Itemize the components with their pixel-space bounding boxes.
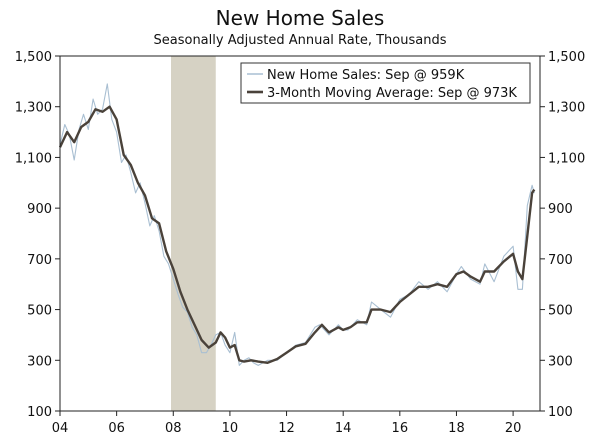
x-tick-label: 16: [392, 421, 409, 436]
y-tick-label-right: 100: [548, 405, 573, 420]
y-tick-label-left: 100: [27, 405, 52, 420]
x-tick-label: 18: [448, 421, 465, 436]
y-tick-label-right: 900: [548, 202, 573, 217]
x-tick-label: 06: [108, 421, 125, 436]
y-tick-label-right: 500: [548, 304, 573, 319]
y-tick-label-left: 1,100: [15, 151, 52, 166]
y-tick-label-left: 1,500: [15, 50, 52, 65]
x-tick-label: 08: [165, 421, 182, 436]
y-axis-left: 100 300 500 700 900 1,100 1,300 1,500: [15, 50, 60, 420]
legend-label-average: 3-Month Moving Average: Sep @ 973K: [267, 86, 517, 101]
chart-title: New Home Sales: [215, 6, 385, 30]
x-tick-label: 04: [52, 421, 69, 436]
y-tick-label-right: 300: [548, 354, 573, 369]
series-line-average: [58, 105, 536, 364]
y-axis-right: 100 300 500 700 900 1,100 1,300 1,500: [540, 50, 585, 420]
y-tick-label-right: 1,100: [548, 151, 585, 166]
y-tick-label-right: 1,300: [548, 101, 585, 116]
legend: New Home Sales: Sep @ 959K 3-Month Movin…: [240, 62, 531, 104]
y-tick-label-left: 900: [27, 202, 52, 217]
chart-subtitle: Seasonally Adjusted Annual Rate, Thousan…: [153, 33, 447, 48]
y-tick-label-left: 500: [27, 304, 52, 319]
x-tick-label: 10: [222, 421, 239, 436]
y-tick-label-left: 300: [27, 354, 52, 369]
x-axis: 04 06 08 10 12 14 16 18 20: [52, 411, 522, 436]
series-line-monthly: [59, 83, 535, 366]
legend-box: [240, 62, 531, 104]
y-tick-label-left: 1,300: [15, 101, 52, 116]
x-tick-label: 14: [335, 421, 352, 436]
plot-frame: [59, 55, 541, 412]
legend-label-monthly: New Home Sales: Sep @ 959K: [267, 68, 465, 83]
y-tick-label-right: 1,500: [548, 50, 585, 65]
y-tick-label-right: 700: [548, 253, 573, 268]
x-tick-label: 20: [505, 421, 522, 436]
x-tick-label: 12: [278, 421, 295, 436]
y-tick-label-left: 700: [27, 253, 52, 268]
recession-band: [171, 56, 216, 411]
